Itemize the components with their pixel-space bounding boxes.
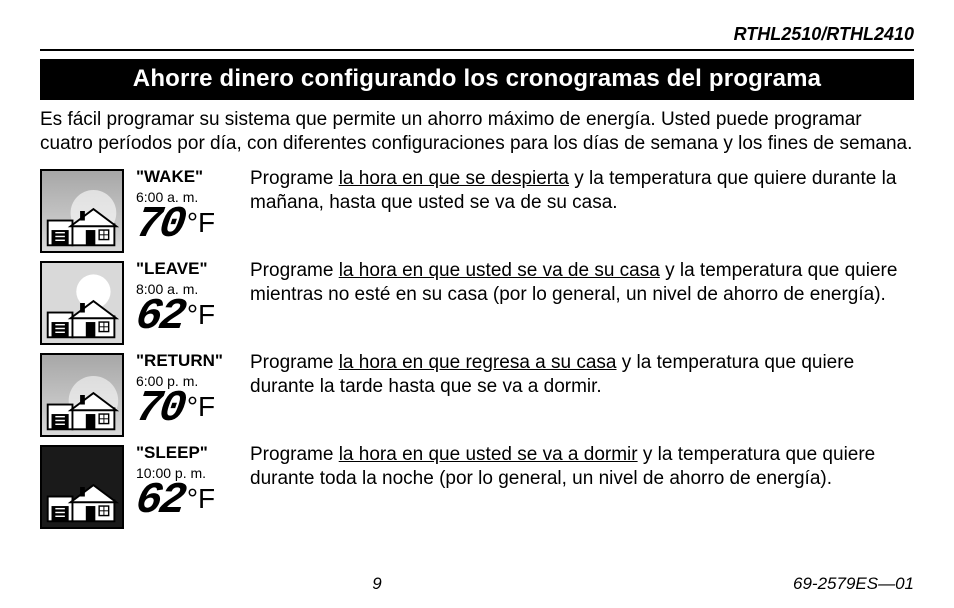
period-description: Programe la hora en que usted se va a do… xyxy=(244,443,914,492)
desc-pre: Programe xyxy=(250,352,339,373)
period-temperature: 62°F xyxy=(136,479,244,523)
temperature-value: 70 xyxy=(133,203,186,247)
period-name: "LEAVE" xyxy=(136,259,244,279)
period-icon-col xyxy=(40,351,128,437)
house-day-icon xyxy=(40,261,124,345)
temperature-value: 62 xyxy=(133,295,186,339)
desc-pre: Programe xyxy=(250,260,339,281)
period-row: "LEAVE"8:00 a. m.62°FPrograme la hora en… xyxy=(40,259,914,345)
house-dusk-icon xyxy=(40,353,124,437)
periods-list: "WAKE"6:00 a. m.70°FPrograme la hora en … xyxy=(40,167,914,529)
period-temperature: 70°F xyxy=(136,387,244,431)
desc-underline: la hora en que usted se va a dormir xyxy=(339,444,638,465)
page-title: Ahorre dinero configurando los cronogram… xyxy=(40,59,914,100)
period-name: "SLEEP" xyxy=(136,443,244,463)
period-label-col: "SLEEP"10:00 p. m.62°F xyxy=(128,443,244,523)
temperature-unit: °F xyxy=(187,209,215,237)
period-temperature: 70°F xyxy=(136,203,244,247)
temperature-unit: °F xyxy=(187,393,215,421)
desc-pre: Programe xyxy=(250,168,339,189)
doc-id: 69-2579ES—01 xyxy=(714,574,914,594)
period-icon-col xyxy=(40,167,128,253)
temperature-value: 70 xyxy=(133,387,186,431)
desc-pre: Programe xyxy=(250,444,339,465)
desc-underline: la hora en que usted se va de su casa xyxy=(339,260,660,281)
period-label-col: "LEAVE"8:00 a. m.62°F xyxy=(128,259,244,339)
house-night-icon xyxy=(40,445,124,529)
desc-underline: la hora en que se despierta xyxy=(339,168,569,189)
period-temperature: 62°F xyxy=(136,295,244,339)
period-label-col: "RETURN"6:00 p. m.70°F xyxy=(128,351,244,431)
period-row: "SLEEP"10:00 p. m.62°FPrograme la hora e… xyxy=(40,443,914,529)
period-label-col: "WAKE"6:00 a. m.70°F xyxy=(128,167,244,247)
period-description: Programe la hora en que regresa a su cas… xyxy=(244,351,914,400)
page-footer: 9 69-2579ES—01 xyxy=(40,574,914,594)
period-name: "WAKE" xyxy=(136,167,244,187)
period-description: Programe la hora en que usted se va de s… xyxy=(244,259,914,308)
model-number: RTHL2510/RTHL2410 xyxy=(40,24,914,51)
period-icon-col xyxy=(40,259,128,345)
temperature-unit: °F xyxy=(187,485,215,513)
intro-paragraph: Es fácil programar su sistema que permit… xyxy=(40,108,914,157)
desc-underline: la hora en que regresa a su casa xyxy=(339,352,617,373)
temperature-value: 62 xyxy=(133,479,186,523)
period-name: "RETURN" xyxy=(136,351,244,371)
temperature-unit: °F xyxy=(187,301,215,329)
period-description: Programe la hora en que se despierta y l… xyxy=(244,167,914,216)
period-row: "RETURN"6:00 p. m.70°FPrograme la hora e… xyxy=(40,351,914,437)
page-number: 9 xyxy=(40,574,714,594)
period-row: "WAKE"6:00 a. m.70°FPrograme la hora en … xyxy=(40,167,914,253)
house-dawn-icon xyxy=(40,169,124,253)
period-icon-col xyxy=(40,443,128,529)
